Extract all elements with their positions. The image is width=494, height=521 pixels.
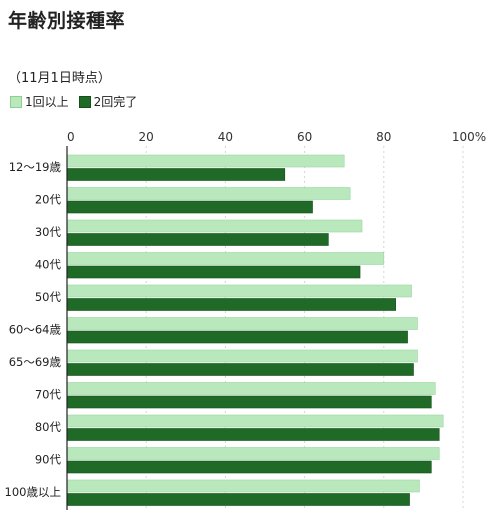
category-label: 90代 <box>35 453 62 467</box>
x-tick-label: 0 <box>67 130 75 144</box>
bar-second-dose <box>66 265 361 279</box>
category-label: 20代 <box>35 193 62 207</box>
chart-subtitle: （11月1日時点） <box>8 71 111 86</box>
bar-second-dose <box>66 298 396 311</box>
bar-first-dose <box>66 382 436 395</box>
bar-first-dose <box>66 187 351 200</box>
bar-first-dose <box>66 219 363 233</box>
legend-swatch-first-dose <box>10 95 22 108</box>
bar-first-dose <box>66 447 440 460</box>
bar-first-dose <box>66 252 385 265</box>
category-label: 60〜64歳 <box>9 323 62 337</box>
bar-first-dose <box>66 414 444 428</box>
bar-second-dose <box>66 460 432 474</box>
category-label: 30代 <box>35 225 62 239</box>
bar-second-dose <box>66 330 408 344</box>
bar-second-dose <box>66 395 432 409</box>
x-tick-label: 40 <box>218 130 233 144</box>
bar-first-dose <box>66 154 345 168</box>
legend: 1回以上 2回完了 <box>10 93 147 110</box>
x-tick-label: 80 <box>376 130 391 144</box>
bar-first-dose <box>66 349 418 363</box>
bar-second-dose <box>66 428 440 441</box>
bar-first-dose <box>66 284 412 298</box>
legend-item-second-dose: 2回完了 <box>78 93 138 110</box>
category-label: 65〜69歳 <box>9 355 62 369</box>
bar-second-dose <box>66 233 329 246</box>
bar-second-dose <box>66 363 414 376</box>
chart-title: 年齢別接種率 <box>8 10 126 32</box>
bar-second-dose <box>66 200 313 214</box>
category-label: 12〜19歳 <box>9 160 62 174</box>
category-label: 100歳以上 <box>5 485 61 499</box>
legend-swatch-second-dose <box>78 95 91 108</box>
bar-first-dose <box>66 479 420 493</box>
category-label: 70代 <box>35 388 62 402</box>
legend-item-first-dose: 1回以上 <box>10 93 69 110</box>
category-label: 50代 <box>35 290 62 304</box>
x-tick-label: 20 <box>139 130 154 144</box>
x-tick-label: 60 <box>297 130 312 144</box>
category-label: 80代 <box>35 420 62 434</box>
bar-second-dose <box>66 168 286 181</box>
bar-first-dose <box>66 317 418 330</box>
x-tick-label: 100% <box>452 130 486 144</box>
legend-label-second-dose: 2回完了 <box>93 95 138 109</box>
category-label: 40代 <box>35 258 62 272</box>
legend-label-first-dose: 1回以上 <box>25 95 69 109</box>
bar-second-dose <box>66 493 410 506</box>
